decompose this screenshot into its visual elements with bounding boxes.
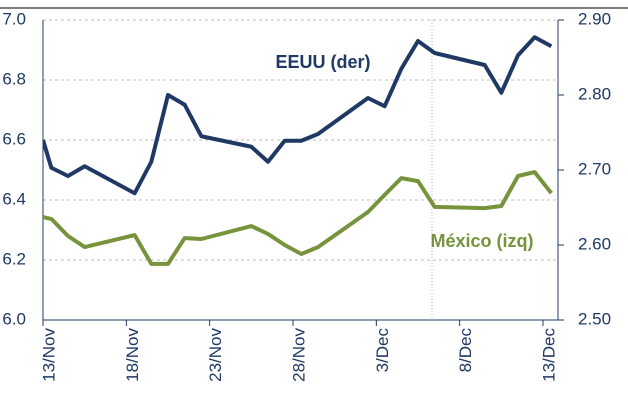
x-tick-label: 13/Nov: [39, 328, 58, 382]
annotation: EEUU (der): [275, 52, 370, 72]
y-tick-label: 6.2: [2, 249, 26, 268]
y2-tick-label: 2.90: [578, 9, 611, 28]
y-tick-label: 6.6: [2, 129, 26, 148]
series-line: [43, 170, 553, 266]
y-tick-label: 6.4: [2, 189, 26, 208]
y2-tick-label: 2.60: [578, 234, 611, 253]
x-tick-label: 23/Nov: [206, 328, 225, 382]
annotation: México (izq): [430, 231, 533, 251]
x-tick-label: 28/Nov: [289, 328, 308, 382]
x-tick-label: 3/Dec: [373, 328, 392, 373]
y2-tick-label: 2.50: [578, 309, 611, 328]
y2-tick-label: 2.70: [578, 159, 611, 178]
y-tick-label: 6.8: [2, 69, 26, 88]
x-tick-label: 13/Dec: [539, 328, 558, 382]
x-tick-label: 8/Dec: [456, 328, 475, 373]
y2-tick-label: 2.80: [578, 84, 611, 103]
y-tick-label: 6.0: [2, 309, 26, 328]
series-line: [43, 35, 553, 196]
x-tick-label: 18/Nov: [123, 328, 142, 382]
y-tick-label: 7.0: [2, 9, 26, 28]
